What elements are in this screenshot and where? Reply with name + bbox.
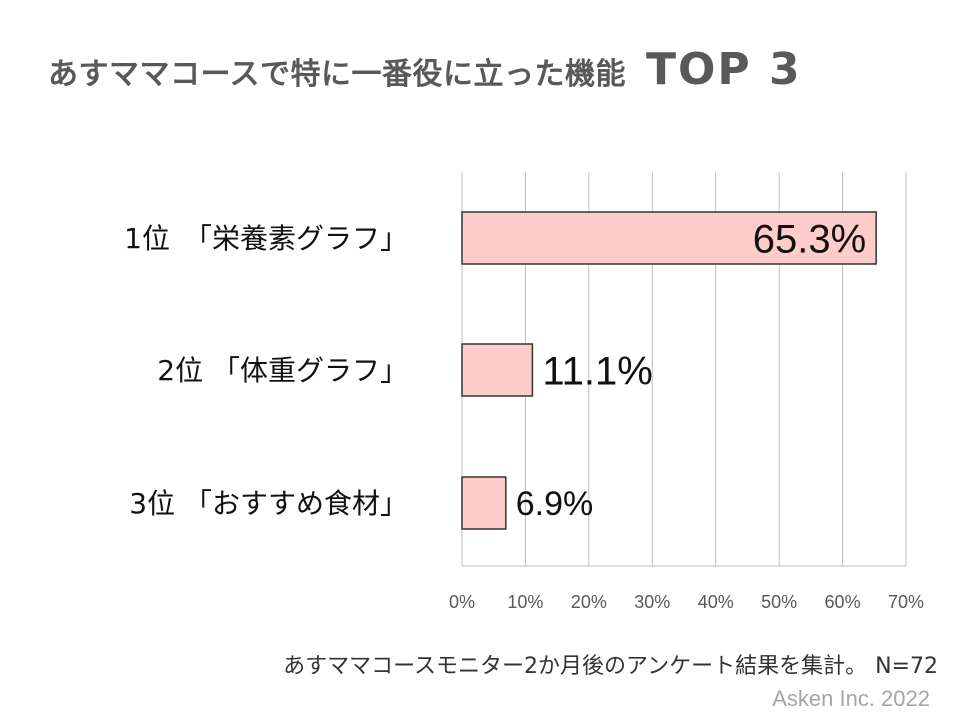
data-label: 6.9% bbox=[516, 485, 594, 523]
category-label: 1位 「栄養素グラフ」 bbox=[124, 222, 408, 255]
bar bbox=[461, 211, 877, 265]
category-label: 3位 「おすすめ食材」 bbox=[129, 487, 408, 520]
title-text: あすママコースで特に一番役に立った機能 bbox=[48, 57, 626, 92]
x-axis-ticks: 0% 10% 20% 30% 40% 50% 60% 70% bbox=[449, 592, 924, 612]
x-tick-label: 0% bbox=[449, 592, 475, 612]
x-tick-label: 70% bbox=[888, 592, 924, 612]
title-badge: TOP 3 bbox=[646, 44, 802, 95]
chart-title: あすママコースで特に一番役に立った機能 TOP 3 bbox=[48, 44, 802, 100]
data-label: 65.3% bbox=[753, 217, 866, 261]
category-labels: 1位 「栄養素グラフ」 2位 「体重グラフ」 3位 「おすすめ食材」 bbox=[124, 222, 408, 520]
footnote-text: あすママコースモニター2か月後のアンケート結果を集計。 bbox=[283, 654, 868, 679]
bar bbox=[461, 476, 507, 530]
bars bbox=[461, 211, 877, 530]
x-tick-label: 20% bbox=[571, 592, 607, 612]
x-tick-label: 60% bbox=[825, 592, 861, 612]
company-credit: Asken Inc. 2022 bbox=[772, 686, 930, 711]
bar bbox=[461, 343, 534, 397]
data-labels: 65.3% 11.1% 6.9% bbox=[516, 217, 866, 523]
category-label: 2位 「体重グラフ」 bbox=[157, 354, 408, 387]
data-label: 11.1% bbox=[542, 349, 652, 393]
sample-size: N=72 bbox=[875, 654, 938, 679]
x-tick-label: 40% bbox=[698, 592, 734, 612]
survey-footnote: あすママコースモニター2か月後のアンケート結果を集計。 N=72 bbox=[283, 648, 938, 680]
x-tick-label: 50% bbox=[761, 592, 797, 612]
x-tick-label: 30% bbox=[634, 592, 670, 612]
x-tick-label: 10% bbox=[507, 592, 543, 612]
